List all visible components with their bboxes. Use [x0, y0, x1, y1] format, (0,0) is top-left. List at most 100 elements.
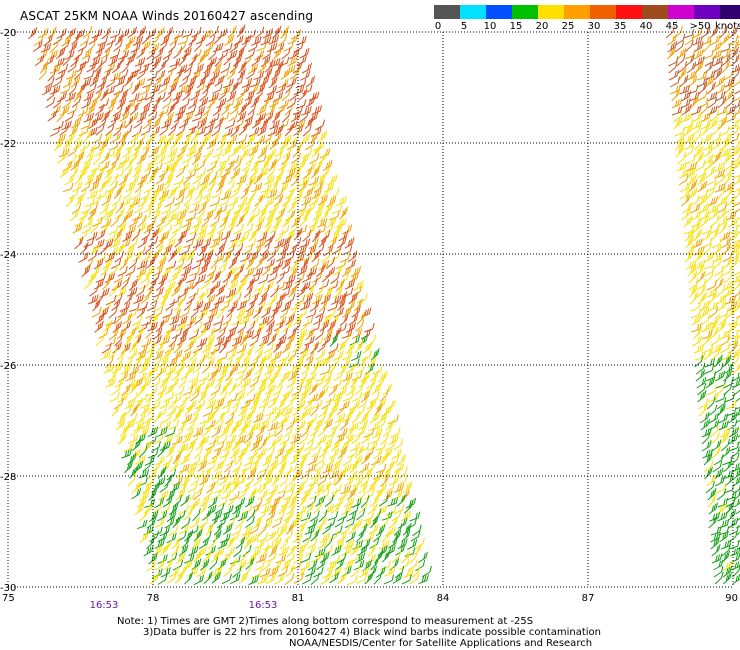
wind-barb [65, 27, 76, 40]
wind-barb [123, 81, 133, 94]
wind-barb [155, 319, 165, 333]
wind-barb [328, 383, 338, 397]
wind-barb [356, 311, 366, 325]
wind-barb [34, 34, 44, 46]
wind-barb [278, 546, 290, 556]
wind-barb [238, 60, 247, 74]
wind-barb [49, 40, 59, 53]
wind-barb [713, 559, 724, 571]
wind-barb [243, 410, 254, 423]
wind-barb [164, 173, 174, 186]
wind-barb [212, 62, 222, 74]
wind-barb [146, 516, 157, 529]
lat-tick-label: -24 [0, 250, 16, 261]
wind-barb [59, 165, 70, 178]
wind-barb [698, 403, 708, 417]
wind-barb [229, 41, 239, 53]
wind-barb [200, 174, 210, 186]
wind-barb [346, 511, 357, 522]
wind-barb [369, 369, 380, 382]
wind-barb [343, 497, 355, 508]
wind-barb [724, 186, 734, 200]
wind-barb [92, 49, 103, 61]
wind-barb [258, 522, 268, 536]
wind-barb [272, 25, 282, 39]
wind-barb [327, 426, 337, 439]
wind-barb [81, 264, 91, 278]
wind-barb [108, 55, 119, 67]
wind-barb [205, 399, 217, 410]
wind-barb [208, 369, 218, 382]
wind-barb [152, 568, 163, 579]
wind-barb [86, 39, 96, 53]
wind-barb [187, 481, 198, 493]
wind-barb [181, 413, 193, 424]
wind-barb [193, 574, 204, 586]
wind-barb [296, 55, 307, 66]
wind-barb [390, 427, 401, 439]
wind-barb [284, 572, 295, 585]
wind-barb [221, 573, 232, 585]
wind-barb [252, 434, 263, 446]
wind-barb [349, 441, 361, 452]
wind-barb [214, 116, 224, 129]
wind-barb [250, 77, 261, 88]
wind-barb [213, 206, 223, 220]
wind-barb [141, 337, 152, 348]
wind-barb [280, 496, 291, 508]
wind-barb [360, 432, 371, 444]
wind-barb [157, 60, 167, 73]
wind-barb [388, 516, 398, 529]
wind-barb [224, 34, 235, 47]
wind-barb [268, 527, 280, 537]
wind-barb [179, 463, 190, 473]
wind-barb [190, 89, 201, 101]
wind-barb [209, 70, 220, 81]
wind-barb [392, 572, 403, 584]
wind-barb [285, 313, 295, 326]
wind-barb [59, 39, 70, 52]
wind-barb [351, 410, 361, 424]
legend-label: 30 [587, 21, 601, 32]
wind-barb [150, 272, 160, 285]
wind-barb [226, 90, 237, 103]
wind-barb [58, 147, 70, 158]
wind-barb [706, 280, 718, 291]
wind-barb [238, 39, 248, 53]
wind-barb [226, 536, 235, 549]
note-line-2: 3)Data buffer is 22 hrs from 20160427 4)… [143, 627, 601, 638]
wind-barb [281, 341, 292, 354]
wind-barb [157, 82, 168, 95]
wind-barb [186, 399, 197, 410]
wind-barb [34, 54, 45, 67]
wind-barb [264, 196, 275, 207]
wind-barb [291, 425, 301, 438]
wind-barb [240, 294, 251, 304]
wind-barb [266, 551, 277, 563]
wind-barb [300, 70, 311, 81]
wind-barb [66, 69, 77, 80]
wind-barb [683, 140, 694, 151]
wind-barb [68, 82, 78, 96]
wind-barb [243, 431, 254, 444]
wind-barb [379, 389, 389, 402]
wind-barb [62, 97, 72, 109]
wind-barb [205, 481, 216, 494]
wind-barb [233, 203, 244, 214]
wind-barb [159, 76, 171, 87]
wind-barb [380, 432, 389, 446]
wind-barb [306, 223, 317, 236]
wind-barb [254, 194, 264, 207]
wind-barb [205, 34, 216, 47]
wind-barb [189, 348, 199, 361]
wind-barb [397, 517, 408, 529]
wind-barb [685, 260, 697, 270]
wind-barb [733, 279, 740, 291]
wind-barb [149, 188, 161, 200]
wind-barb [294, 253, 305, 264]
wind-barb-swaths [27, 24, 740, 586]
wind-barb [168, 567, 180, 578]
wind-barb [177, 35, 189, 45]
wind-barb [71, 95, 82, 108]
wind-barb [230, 80, 239, 94]
